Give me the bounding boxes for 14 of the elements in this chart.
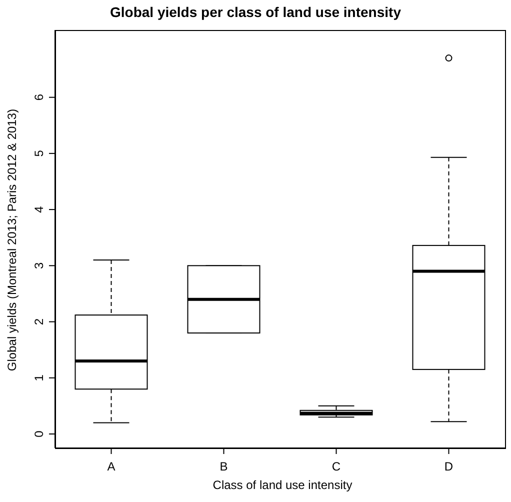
y-tick-label: 1 bbox=[32, 374, 46, 382]
x-tick-label: D bbox=[444, 460, 454, 474]
y-tick-label: 4 bbox=[32, 206, 46, 213]
y-axis-title: Global yields (Montreal 2013; Paris 2012 & 2013) bbox=[5, 108, 19, 372]
x-axis-title: Class of land use intensity bbox=[212, 478, 354, 492]
chart-title: Global yields per class of land use intensity bbox=[109, 4, 402, 20]
x-tick-label: B bbox=[220, 460, 228, 474]
x-tick-label: A bbox=[107, 460, 116, 474]
y-tick-label: 5 bbox=[32, 150, 46, 157]
y-tick-label: 3 bbox=[32, 262, 46, 269]
y-tick-label: 6 bbox=[32, 94, 46, 101]
x-tick-label: C bbox=[332, 460, 341, 474]
y-tick-label: 0 bbox=[32, 430, 46, 438]
y-tick-label: 2 bbox=[32, 318, 46, 326]
